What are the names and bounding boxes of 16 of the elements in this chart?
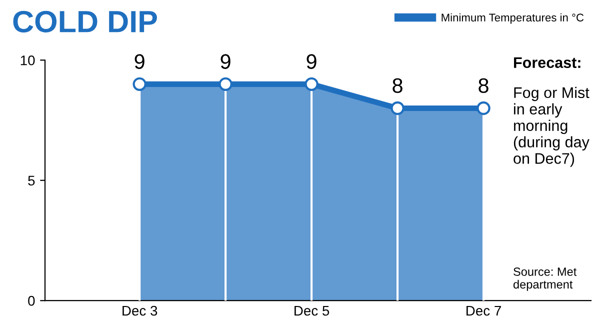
y-tick-label: 10 (20, 55, 35, 66)
y-tick-label: 0 (28, 296, 35, 306)
y-tick-label: 5 (28, 176, 35, 186)
text: Fog or Mist in early morning (during day on Dec7) (514, 86, 590, 167)
legend-label: Minimum Temperatures in °C (442, 13, 584, 24)
data-label: 8 (392, 78, 402, 93)
data-label: 8 (478, 78, 488, 93)
data-label: 9 (220, 54, 230, 69)
x-tick-label: Dec 5 (294, 306, 330, 316)
data-label: 9 (306, 54, 316, 69)
source-note: Source: Met department (513, 268, 577, 291)
text: Forecast: (514, 57, 580, 68)
x-tick-label: Dec 3 (122, 306, 158, 316)
x-tick-label: Dec 7 (466, 306, 501, 316)
data-label: 9 (134, 54, 144, 69)
chart-title: COLD DIP (13, 10, 157, 32)
